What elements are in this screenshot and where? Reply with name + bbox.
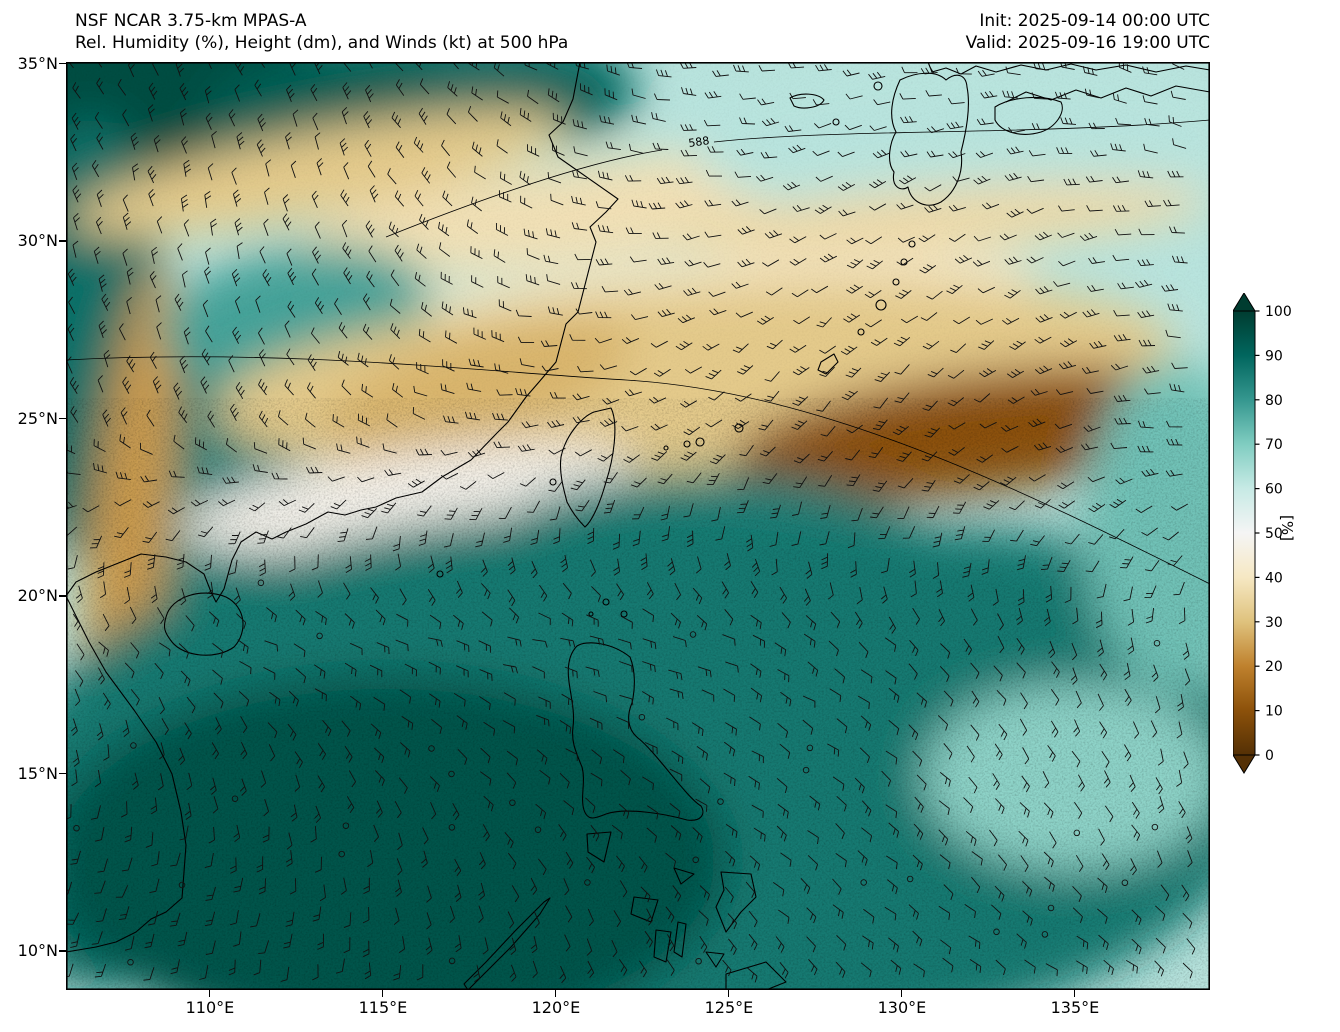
lat-tick-label: 20°N (17, 586, 58, 606)
lon-tick-mark (381, 990, 384, 997)
init-time: Init: 2025-09-14 00:00 UTC (979, 11, 1210, 31)
rh-field (66, 62, 1210, 990)
colorbar-tick-label: 30 (1265, 615, 1283, 631)
wind-barbs (66, 62, 1196, 984)
lon-tick-mark (900, 990, 903, 997)
colorbar-tick-label: 50 (1265, 526, 1283, 542)
lat-tick-label: 35°N (17, 53, 58, 73)
colorbar-extend-bottom (1232, 754, 1256, 774)
lat-tick-mark (59, 417, 66, 420)
colorbar: 100 90 80 70 60 50 40 30 20 10 0 (1232, 292, 1333, 785)
figure-header-right: Init: 2025-09-14 00:00 UTC Valid: 2025-0… (966, 10, 1210, 54)
lon-tick-label: 110°E (185, 998, 235, 1017)
lon-tick-mark (1073, 990, 1076, 997)
field-title: Rel. Humidity (%), Height (dm), and Wind… (75, 33, 569, 53)
lat-tick-label: 10°N (17, 941, 58, 961)
lon-tick-mark (727, 990, 730, 997)
lat-tick-label: 30°N (17, 231, 58, 251)
lat-tick-mark (59, 950, 66, 952)
lon-tick-mark (554, 990, 557, 997)
colorbar-tick-label: 70 (1265, 437, 1283, 453)
colorbar-extend-top (1232, 292, 1256, 312)
lon-tick-label: 130°E (877, 998, 927, 1017)
lon-tick-mark (208, 990, 211, 997)
lat-tick-mark (59, 240, 66, 242)
colorbar-units-label: [%] (1278, 515, 1296, 541)
colorbar-tick-label: 20 (1265, 659, 1283, 675)
lon-tick-label: 115°E (358, 998, 408, 1017)
model-title: NSF NCAR 3.75-km MPAS-A (75, 11, 307, 31)
lon-tick-label: 120°E (531, 998, 581, 1017)
lon-tick-label: 125°E (704, 998, 754, 1017)
lat-tick-label: 25°N (17, 408, 58, 428)
valid-time: Valid: 2025-09-16 19:00 UTC (965, 33, 1210, 53)
colorbar-tick-label: 0 (1265, 748, 1274, 764)
height-contour-label: 588 (688, 134, 711, 150)
figure-header-left: NSF NCAR 3.75-km MPAS-A Rel. Humidity (%… (75, 10, 568, 54)
lat-tick-mark (59, 62, 66, 65)
plot-frame (66, 62, 1210, 990)
colorbar-tick-label: 40 (1265, 570, 1283, 586)
colorbar-tick-label: 60 (1265, 482, 1283, 498)
lat-tick-mark (59, 772, 66, 775)
coastlines (66, 62, 1210, 990)
convective-speckle-texture (66, 452, 1210, 990)
lat-tick-mark (59, 595, 66, 597)
map-plot-area: 588 (66, 62, 1210, 990)
colorbar-tick-label: 90 (1265, 348, 1283, 364)
lat-tick-label: 15°N (17, 763, 58, 783)
lon-tick-label: 135°E (1050, 998, 1100, 1017)
colorbar-tick-label: 100 (1265, 304, 1292, 320)
colorbar-tick-label: 10 (1265, 704, 1283, 720)
colorbar-gradient (1232, 310, 1256, 756)
height-contours (66, 119, 1210, 585)
colorbar-tick-label: 80 (1265, 393, 1283, 409)
